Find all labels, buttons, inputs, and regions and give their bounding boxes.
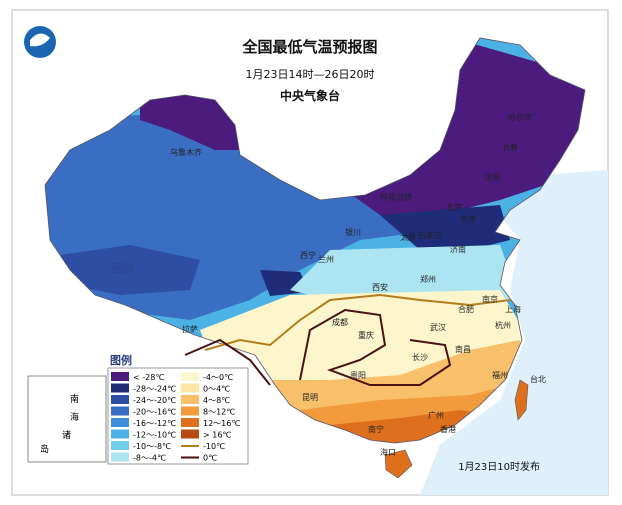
legend-swatch bbox=[111, 372, 129, 381]
legend-label: -10～-8℃ bbox=[133, 442, 171, 451]
inset-label: 岛 bbox=[40, 443, 49, 455]
legend-box bbox=[107, 367, 249, 465]
city: 太原 bbox=[400, 232, 416, 242]
city: 南宁 bbox=[368, 424, 384, 434]
legend-label: 0℃ bbox=[203, 454, 217, 463]
legend-title: 图例 bbox=[110, 353, 132, 367]
inset: 南 海 诸 岛 bbox=[27, 375, 107, 463]
legend-swatch bbox=[111, 441, 129, 450]
legend-label: -28～-24℃ bbox=[133, 385, 176, 394]
sea bbox=[420, 170, 608, 495]
legend-swatch bbox=[111, 452, 129, 462]
isoline-0 bbox=[184, 338, 271, 386]
legend-swatch bbox=[181, 406, 199, 416]
city: 西宁 bbox=[300, 250, 316, 260]
city: 兰州 bbox=[318, 254, 334, 264]
city: 济南 bbox=[450, 244, 466, 254]
cities: 乌鲁木齐 哈尔滨 长春 沈阳 北京 天津 石家庄 太原 济南 呼和浩特 银川 兰… bbox=[170, 112, 546, 457]
zone bbox=[140, 95, 245, 150]
issue-time: 1月23日10时发布 bbox=[458, 460, 540, 473]
inset-label: 南 bbox=[70, 393, 79, 405]
hainan bbox=[384, 449, 413, 479]
legend-label: 12～16℃ bbox=[203, 419, 240, 428]
zone bbox=[290, 245, 520, 300]
city: 郑州 bbox=[420, 274, 436, 284]
legend-swatch bbox=[181, 418, 199, 427]
city: 香港 bbox=[440, 424, 456, 434]
legend-label: 0～4℃ bbox=[203, 385, 230, 394]
legend-label: -10℃ bbox=[203, 442, 225, 451]
watermark: 图例 bbox=[112, 261, 134, 275]
legend-label: 4～8℃ bbox=[203, 396, 230, 405]
city: 贵阳 bbox=[350, 370, 366, 380]
inset-label: 诸 bbox=[62, 430, 71, 441]
issuer: 中央气象台 bbox=[280, 88, 340, 103]
zone bbox=[60, 245, 200, 295]
legend-swatch bbox=[111, 395, 129, 404]
city: 杭州 bbox=[495, 320, 511, 330]
legend-swatch bbox=[181, 395, 199, 404]
city: 银川 bbox=[345, 227, 361, 237]
city: 昆明 bbox=[302, 393, 318, 402]
subtitle: 1月23日14时—26日20时 bbox=[246, 68, 375, 81]
legend-swatch bbox=[181, 372, 199, 381]
legend-label: -24～-20℃ bbox=[133, 396, 176, 405]
taiwan bbox=[514, 379, 529, 421]
city: 西安 bbox=[372, 282, 388, 292]
legend-label: -4～0℃ bbox=[203, 373, 233, 382]
legend-label: -8～-4℃ bbox=[133, 454, 166, 463]
legend-swatch bbox=[111, 418, 129, 427]
city: 长沙 bbox=[412, 352, 428, 362]
city: 呼和浩特 bbox=[380, 192, 412, 202]
legend-label: < -28℃ bbox=[133, 373, 164, 382]
city: 南京 bbox=[482, 294, 498, 304]
city: 武汉 bbox=[430, 322, 446, 332]
legend-label: -20～-16℃ bbox=[133, 408, 176, 417]
legend-label: -16～-12℃ bbox=[133, 419, 176, 428]
inset-label: 海 bbox=[70, 411, 79, 423]
city: 广州 bbox=[428, 410, 444, 420]
city: 天津 bbox=[460, 214, 476, 224]
city: 北京 bbox=[446, 202, 462, 212]
legend-swatch bbox=[181, 383, 199, 393]
city: 长春 bbox=[502, 142, 518, 152]
city: 拉萨 bbox=[182, 324, 198, 334]
legend-swatch bbox=[111, 383, 129, 393]
city: 南昌 bbox=[455, 344, 471, 354]
legend-swatch bbox=[181, 429, 199, 439]
city: 合肥 bbox=[458, 304, 474, 314]
zone bbox=[380, 205, 510, 250]
legend-label: -12～-10℃ bbox=[133, 431, 176, 440]
legend-label: > 16℃ bbox=[203, 431, 231, 440]
city: 乌鲁木齐 bbox=[170, 147, 202, 157]
city: 石家庄 bbox=[418, 230, 442, 240]
logo-mark bbox=[30, 33, 50, 47]
legend: 图例 < -28℃ -28～-24℃ -24～-20℃ -20～-16℃ -16～-12… bbox=[107, 353, 249, 465]
city: 成都 bbox=[332, 317, 348, 327]
legend-swatch bbox=[111, 429, 129, 439]
city: 上海 bbox=[505, 304, 521, 314]
legend-swatch bbox=[111, 406, 129, 416]
isoline-minus10 bbox=[204, 293, 511, 351]
city: 海口 bbox=[380, 447, 396, 457]
city: 福州 bbox=[492, 371, 508, 380]
city: 台北 bbox=[530, 374, 546, 384]
city: 哈尔滨 bbox=[508, 112, 532, 122]
inset-frame bbox=[27, 375, 107, 463]
legend-label: 8～12℃ bbox=[203, 408, 235, 417]
isoline-0 bbox=[299, 308, 452, 386]
city: 沈阳 bbox=[484, 172, 500, 182]
title: 全国最低气温预报图 bbox=[241, 38, 377, 56]
city: 重庆 bbox=[358, 330, 374, 340]
